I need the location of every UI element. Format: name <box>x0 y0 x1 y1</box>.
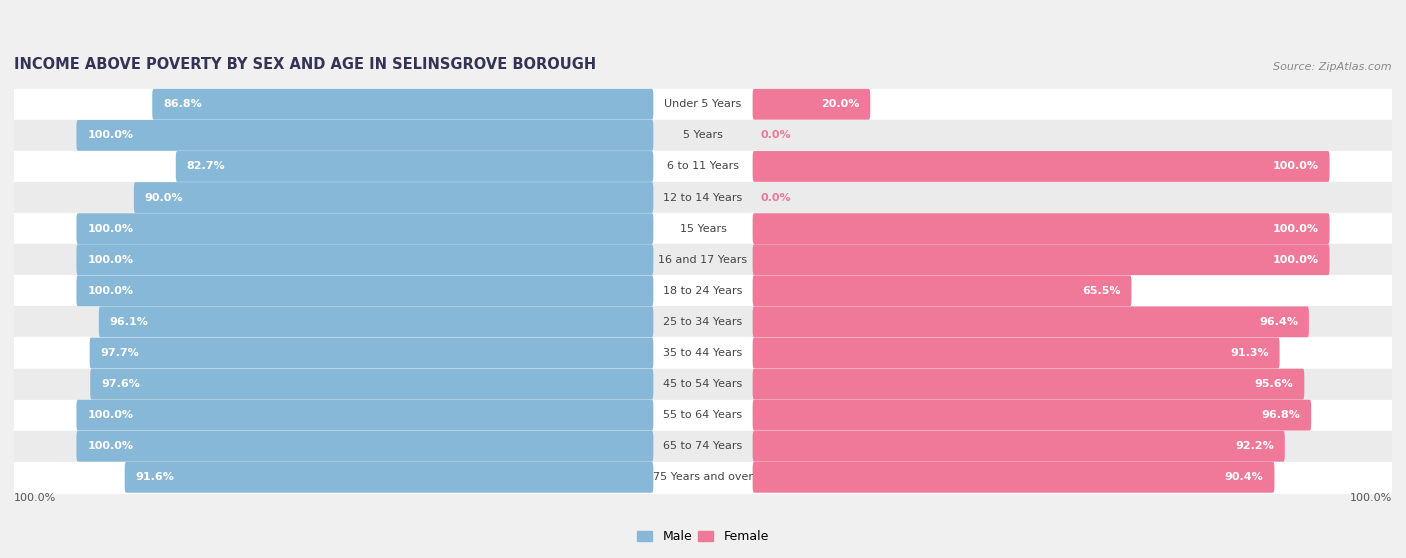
Text: 55 to 64 Years: 55 to 64 Years <box>664 410 742 420</box>
Text: 91.3%: 91.3% <box>1230 348 1268 358</box>
Bar <box>14 213 1392 244</box>
Legend: Male, Female: Male, Female <box>633 525 773 548</box>
Text: 100.0%: 100.0% <box>87 410 134 420</box>
FancyBboxPatch shape <box>76 213 654 244</box>
Text: 65 to 74 Years: 65 to 74 Years <box>664 441 742 451</box>
Text: Source: ZipAtlas.com: Source: ZipAtlas.com <box>1274 61 1392 71</box>
FancyBboxPatch shape <box>152 89 654 119</box>
Text: 95.6%: 95.6% <box>1254 379 1294 389</box>
Text: 25 to 34 Years: 25 to 34 Years <box>664 317 742 327</box>
FancyBboxPatch shape <box>76 276 654 306</box>
Text: 86.8%: 86.8% <box>163 99 202 109</box>
FancyBboxPatch shape <box>176 151 654 182</box>
Text: 100.0%: 100.0% <box>87 286 134 296</box>
Text: 97.6%: 97.6% <box>101 379 141 389</box>
FancyBboxPatch shape <box>76 400 654 431</box>
Text: 91.6%: 91.6% <box>135 472 174 482</box>
Text: 100.0%: 100.0% <box>1272 254 1319 264</box>
Bar <box>14 244 1392 275</box>
FancyBboxPatch shape <box>752 89 870 119</box>
Text: 16 and 17 Years: 16 and 17 Years <box>658 254 748 264</box>
Text: 12 to 14 Years: 12 to 14 Years <box>664 193 742 203</box>
Text: 100.0%: 100.0% <box>87 131 134 141</box>
Text: 96.4%: 96.4% <box>1258 317 1298 327</box>
Text: 97.7%: 97.7% <box>101 348 139 358</box>
FancyBboxPatch shape <box>134 182 654 213</box>
FancyBboxPatch shape <box>90 338 654 368</box>
FancyBboxPatch shape <box>752 151 1330 182</box>
FancyBboxPatch shape <box>76 431 654 461</box>
Text: 15 Years: 15 Years <box>679 224 727 234</box>
Bar <box>14 431 1392 462</box>
Bar <box>14 151 1392 182</box>
FancyBboxPatch shape <box>752 276 1132 306</box>
Text: 96.8%: 96.8% <box>1261 410 1301 420</box>
Bar <box>14 400 1392 431</box>
Text: 45 to 54 Years: 45 to 54 Years <box>664 379 742 389</box>
Text: 82.7%: 82.7% <box>187 161 225 171</box>
Bar <box>14 120 1392 151</box>
Text: 0.0%: 0.0% <box>761 193 792 203</box>
Text: INCOME ABOVE POVERTY BY SEX AND AGE IN SELINSGROVE BOROUGH: INCOME ABOVE POVERTY BY SEX AND AGE IN S… <box>14 56 596 71</box>
Text: 100.0%: 100.0% <box>14 493 56 503</box>
Text: 6 to 11 Years: 6 to 11 Years <box>666 161 740 171</box>
FancyBboxPatch shape <box>752 462 1274 493</box>
Text: 100.0%: 100.0% <box>1272 161 1319 171</box>
Text: 92.2%: 92.2% <box>1234 441 1274 451</box>
Text: 100.0%: 100.0% <box>87 254 134 264</box>
FancyBboxPatch shape <box>125 462 654 493</box>
Text: 96.1%: 96.1% <box>110 317 149 327</box>
Text: Under 5 Years: Under 5 Years <box>665 99 741 109</box>
FancyBboxPatch shape <box>752 400 1312 431</box>
Text: 90.4%: 90.4% <box>1225 472 1264 482</box>
Bar <box>14 368 1392 400</box>
FancyBboxPatch shape <box>98 306 654 337</box>
Bar <box>14 275 1392 306</box>
FancyBboxPatch shape <box>752 338 1279 368</box>
Bar <box>14 89 1392 120</box>
Text: 0.0%: 0.0% <box>761 131 792 141</box>
FancyBboxPatch shape <box>76 120 654 151</box>
Text: 100.0%: 100.0% <box>87 224 134 234</box>
Text: 100.0%: 100.0% <box>1272 224 1319 234</box>
FancyBboxPatch shape <box>76 244 654 275</box>
Text: 35 to 44 Years: 35 to 44 Years <box>664 348 742 358</box>
Text: 5 Years: 5 Years <box>683 131 723 141</box>
FancyBboxPatch shape <box>752 369 1305 400</box>
Text: 100.0%: 100.0% <box>87 441 134 451</box>
FancyBboxPatch shape <box>752 431 1285 461</box>
Text: 100.0%: 100.0% <box>1350 493 1392 503</box>
Text: 90.0%: 90.0% <box>145 193 183 203</box>
FancyBboxPatch shape <box>752 244 1330 275</box>
FancyBboxPatch shape <box>752 306 1309 337</box>
Bar <box>14 338 1392 368</box>
Text: 75 Years and over: 75 Years and over <box>652 472 754 482</box>
Bar <box>14 182 1392 213</box>
Text: 18 to 24 Years: 18 to 24 Years <box>664 286 742 296</box>
Text: 65.5%: 65.5% <box>1083 286 1121 296</box>
Text: 20.0%: 20.0% <box>821 99 859 109</box>
FancyBboxPatch shape <box>752 213 1330 244</box>
Bar <box>14 306 1392 338</box>
FancyBboxPatch shape <box>90 369 654 400</box>
Bar <box>14 462 1392 493</box>
